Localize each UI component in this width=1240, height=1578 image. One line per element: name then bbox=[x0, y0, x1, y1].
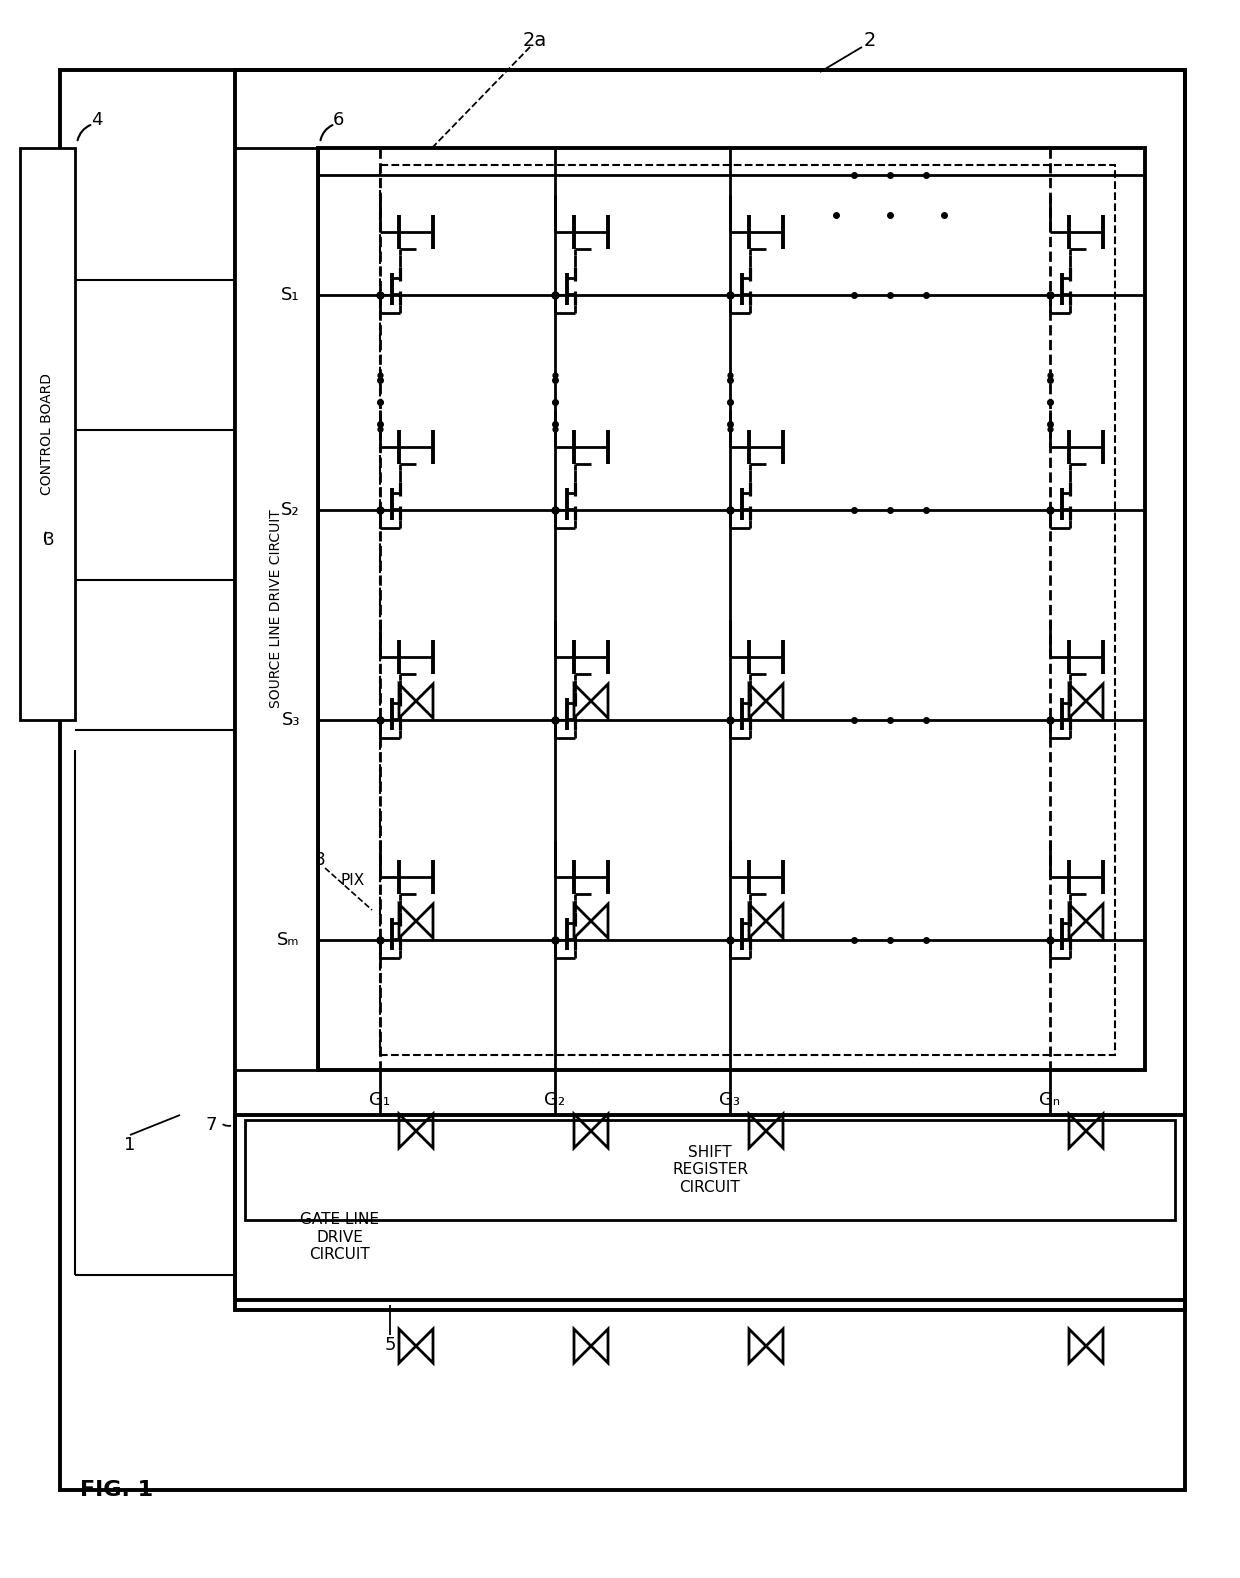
Text: G₁: G₁ bbox=[370, 1090, 391, 1109]
Text: FIG. 1: FIG. 1 bbox=[81, 1480, 153, 1501]
Text: Gₙ: Gₙ bbox=[1039, 1090, 1060, 1109]
Text: 7: 7 bbox=[206, 1116, 217, 1135]
Bar bbox=[20, 148, 74, 720]
Text: 3: 3 bbox=[43, 532, 55, 549]
Text: 6: 6 bbox=[332, 110, 343, 129]
Text: PIX: PIX bbox=[340, 873, 365, 887]
Text: 2a: 2a bbox=[523, 30, 547, 49]
Text: G₂: G₂ bbox=[544, 1090, 565, 1109]
Bar bbox=[236, 69, 1185, 1310]
Text: 8: 8 bbox=[315, 851, 325, 869]
Text: GATE LINE
DRIVE
CIRCUIT: GATE LINE DRIVE CIRCUIT bbox=[300, 1212, 379, 1262]
Text: 4: 4 bbox=[92, 110, 103, 129]
Text: 5: 5 bbox=[384, 1337, 396, 1354]
Text: CONTROL BOARD: CONTROL BOARD bbox=[40, 372, 55, 495]
Text: 2: 2 bbox=[864, 30, 877, 49]
Text: G₃: G₃ bbox=[719, 1090, 740, 1109]
Bar bbox=[379, 166, 1115, 1056]
Text: SOURCE LINE DRIVE CIRCUIT: SOURCE LINE DRIVE CIRCUIT bbox=[269, 510, 283, 709]
Text: SHIFT
REGISTER
CIRCUIT: SHIFT REGISTER CIRCUIT bbox=[672, 1146, 748, 1195]
Bar bbox=[236, 1116, 1185, 1300]
Bar bbox=[317, 148, 1145, 1070]
Text: 1: 1 bbox=[124, 1136, 135, 1154]
Bar bbox=[246, 1120, 1176, 1220]
Bar bbox=[60, 69, 1185, 1490]
Text: S₁: S₁ bbox=[281, 286, 300, 305]
Text: Sₘ: Sₘ bbox=[278, 931, 300, 948]
Bar bbox=[236, 148, 317, 1070]
Text: S₃: S₃ bbox=[281, 712, 300, 729]
Text: S₂: S₂ bbox=[281, 500, 300, 519]
